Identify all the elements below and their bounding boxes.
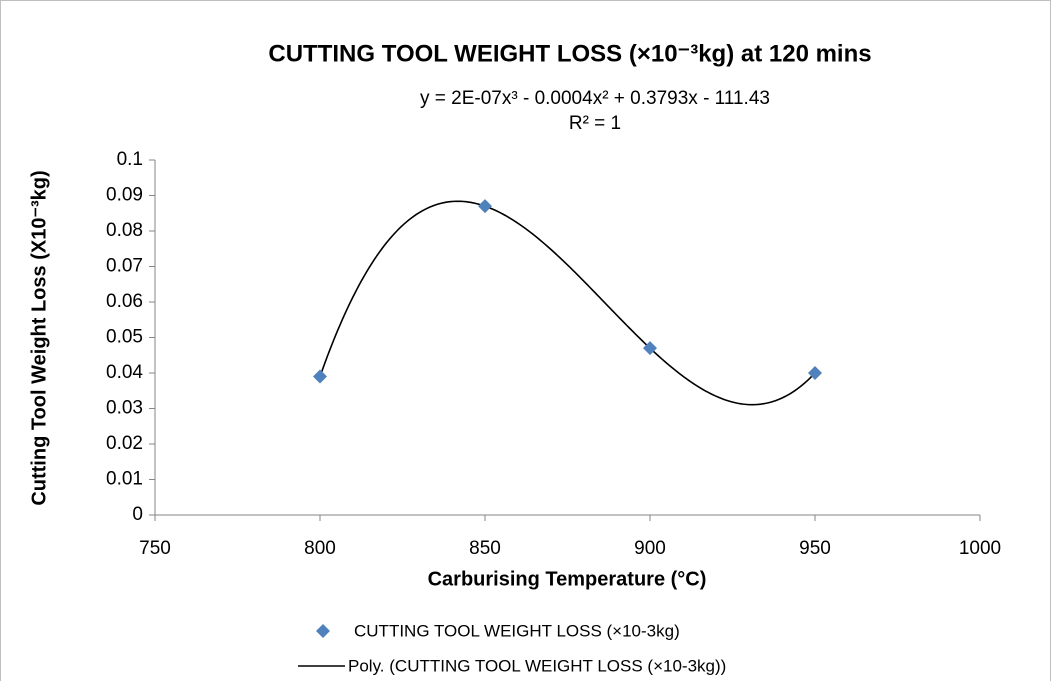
- y-tick-label: 0.03: [106, 398, 143, 419]
- x-tick-label: 800: [304, 538, 336, 559]
- y-tick-label: 0.09: [106, 185, 143, 206]
- chart-title: CUTTING TOOL WEIGHT LOSS (×10⁻³kg) at 12…: [268, 40, 871, 67]
- y-tick-label: 0: [132, 504, 143, 525]
- equation: y = 2E-07x³ - 0.0004x² + 0.3793x - 111.4…: [420, 88, 770, 109]
- y-tick-label: 0.05: [106, 327, 143, 348]
- x-tick-label: 750: [139, 538, 171, 559]
- y-tick-label: 0.08: [106, 220, 143, 241]
- x-tick-label: 900: [634, 538, 666, 559]
- point: [313, 369, 327, 384]
- trendline: [319, 200, 816, 406]
- legend-label: Poly. (CUTTING TOOL WEIGHT LOSS (×10-3kg…: [348, 656, 726, 675]
- point: [808, 366, 822, 380]
- legend-label: CUTTING TOOL WEIGHT LOSS (×10-3kg): [354, 621, 680, 640]
- r-squared: R² = 1: [569, 113, 621, 134]
- x-tick-label: 950: [799, 538, 831, 559]
- x-axis-label: Carburising Temperature (°C): [428, 568, 707, 590]
- x-tick-label: 1000: [959, 538, 1001, 559]
- y-tick-label: 0.06: [106, 291, 143, 312]
- y-tick-label: 0.07: [106, 256, 143, 277]
- point: [643, 341, 657, 356]
- y-tick-label: 0.01: [106, 469, 143, 490]
- y-tick-label: 0.02: [106, 433, 143, 454]
- legend-marker: [316, 624, 330, 638]
- y-tick-label: 0.1: [117, 149, 143, 170]
- y-axis-label: Cutting Tool Weight Loss (X10⁻³kg): [28, 170, 50, 505]
- point: [478, 199, 492, 214]
- y-tick-label: 0.04: [106, 362, 143, 383]
- x-tick-label: 850: [469, 538, 501, 559]
